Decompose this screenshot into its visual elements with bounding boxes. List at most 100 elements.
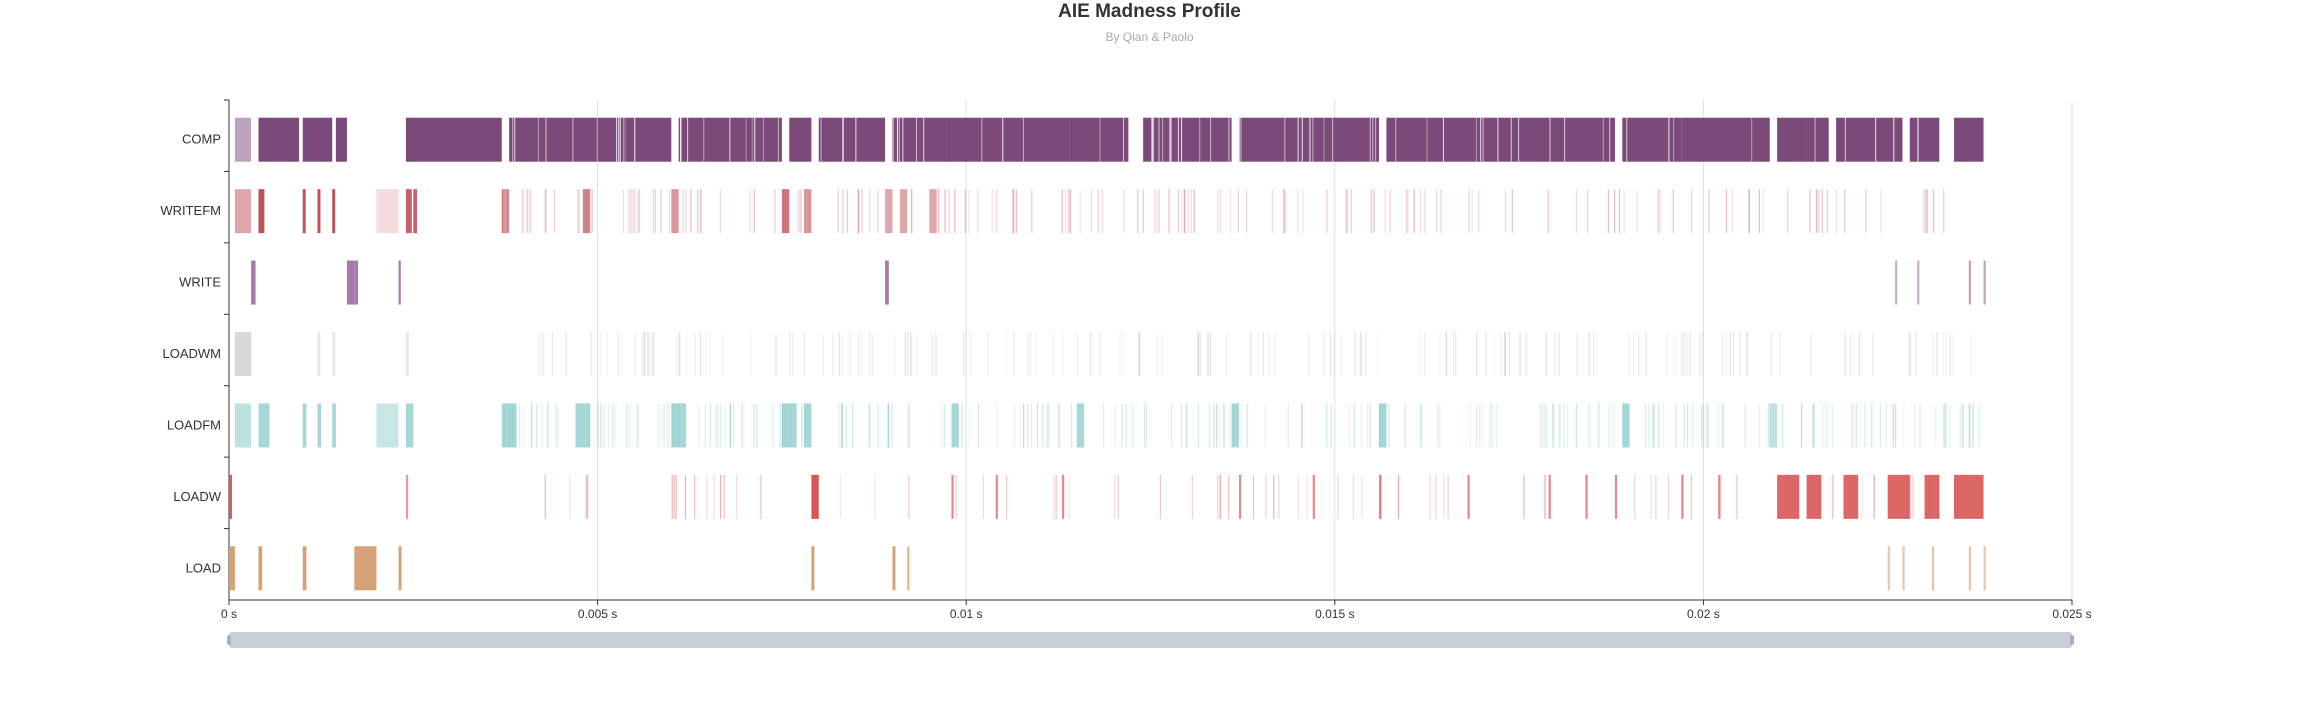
event-bar <box>811 474 819 519</box>
event-tick <box>1421 403 1423 448</box>
event-tick <box>1942 332 1944 376</box>
event-tick <box>607 403 609 448</box>
event-tick <box>1748 189 1751 234</box>
event-tick <box>1880 189 1882 234</box>
event-tick <box>1478 189 1480 234</box>
event-tick <box>1655 474 1657 519</box>
event-tick <box>662 403 664 448</box>
zoom-handle-right[interactable] <box>2070 635 2074 645</box>
event-tick <box>1545 403 1547 448</box>
event-tick <box>704 403 706 448</box>
event-bar <box>258 546 263 591</box>
category-label: LOAD <box>186 560 221 575</box>
event-tick <box>1701 332 1704 376</box>
event-tick <box>1717 403 1719 448</box>
event-tick <box>553 189 556 234</box>
event-tick <box>1439 403 1441 448</box>
segment-gap <box>1162 117 1164 162</box>
segment-gap <box>1312 117 1314 162</box>
event-tick <box>651 332 653 376</box>
event-tick <box>1302 189 1304 234</box>
event-tick <box>1349 403 1351 448</box>
event-tick <box>800 189 802 234</box>
event-tick <box>1623 189 1625 234</box>
event-tick <box>968 189 970 234</box>
zoom-handle-left[interactable] <box>227 635 231 645</box>
event-tick <box>877 403 879 448</box>
event-tick <box>977 189 979 234</box>
event-tick <box>1246 403 1248 448</box>
event-tick <box>600 332 602 376</box>
event-bar <box>1062 474 1065 519</box>
event-tick <box>1443 474 1445 519</box>
event-tick <box>1273 474 1275 519</box>
event-tick <box>1844 189 1846 234</box>
event-tick <box>1707 403 1709 448</box>
event-tick <box>1247 403 1249 448</box>
event-tick <box>1011 189 1013 234</box>
event-tick <box>1440 189 1442 234</box>
event-tick <box>1197 403 1200 448</box>
segment-gap <box>618 117 620 162</box>
event-tick <box>1511 189 1513 234</box>
segment-gap <box>1309 117 1311 162</box>
event-tick <box>694 474 696 519</box>
event-tick <box>1048 403 1050 448</box>
event-tick <box>753 189 755 234</box>
segment-gap <box>1151 117 1153 162</box>
event-tick <box>1681 332 1683 376</box>
event-tick <box>1720 474 1722 519</box>
event-bar <box>951 403 959 448</box>
event-tick <box>615 403 617 448</box>
event-tick <box>1031 189 1033 234</box>
event-bar <box>1983 260 1986 305</box>
event-bar <box>804 403 812 448</box>
event-tick <box>910 189 913 234</box>
event-tick <box>709 403 712 448</box>
event-tick <box>1384 189 1386 234</box>
event-tick <box>1812 403 1814 448</box>
series-loadfm <box>234 403 1980 448</box>
event-tick <box>857 189 859 234</box>
event-tick <box>822 332 825 376</box>
event-tick <box>1959 403 1961 448</box>
event-bar <box>234 332 252 376</box>
event-tick <box>1435 474 1437 519</box>
event-bar <box>1238 117 1380 162</box>
event-tick <box>1800 403 1803 448</box>
event-tick <box>849 332 851 376</box>
segment-gap <box>1375 117 1377 162</box>
zoom-slider[interactable] <box>229 632 2072 648</box>
event-tick <box>699 332 701 376</box>
event-tick <box>1014 403 1016 448</box>
segment-gap <box>1917 117 1919 162</box>
event-tick <box>1300 403 1303 448</box>
segment-gap <box>1482 117 1484 162</box>
event-tick <box>1471 189 1473 234</box>
event-tick <box>674 474 676 519</box>
event-tick <box>846 403 848 448</box>
event-tick <box>1812 403 1814 448</box>
event-tick <box>530 403 533 448</box>
event-tick <box>1687 332 1689 376</box>
event-tick <box>1855 403 1857 448</box>
event-tick <box>1945 403 1947 448</box>
event-tick <box>1729 332 1731 376</box>
event-bar <box>892 117 952 162</box>
event-tick <box>891 403 893 448</box>
event-tick <box>1832 474 1834 519</box>
event-tick <box>869 403 871 448</box>
event-bar <box>671 403 687 448</box>
segment-gap <box>729 117 731 162</box>
event-tick <box>540 332 543 376</box>
x-tick-label: 0.025 s <box>2052 607 2091 621</box>
event-tick <box>565 332 567 376</box>
event-tick <box>858 189 860 234</box>
event-tick <box>1297 189 1299 234</box>
event-tick <box>1103 403 1105 448</box>
event-tick <box>1686 403 1689 448</box>
segment-gap <box>1323 117 1325 162</box>
event-bar <box>818 117 886 162</box>
event-tick <box>1684 403 1686 448</box>
event-tick <box>1853 403 1855 448</box>
